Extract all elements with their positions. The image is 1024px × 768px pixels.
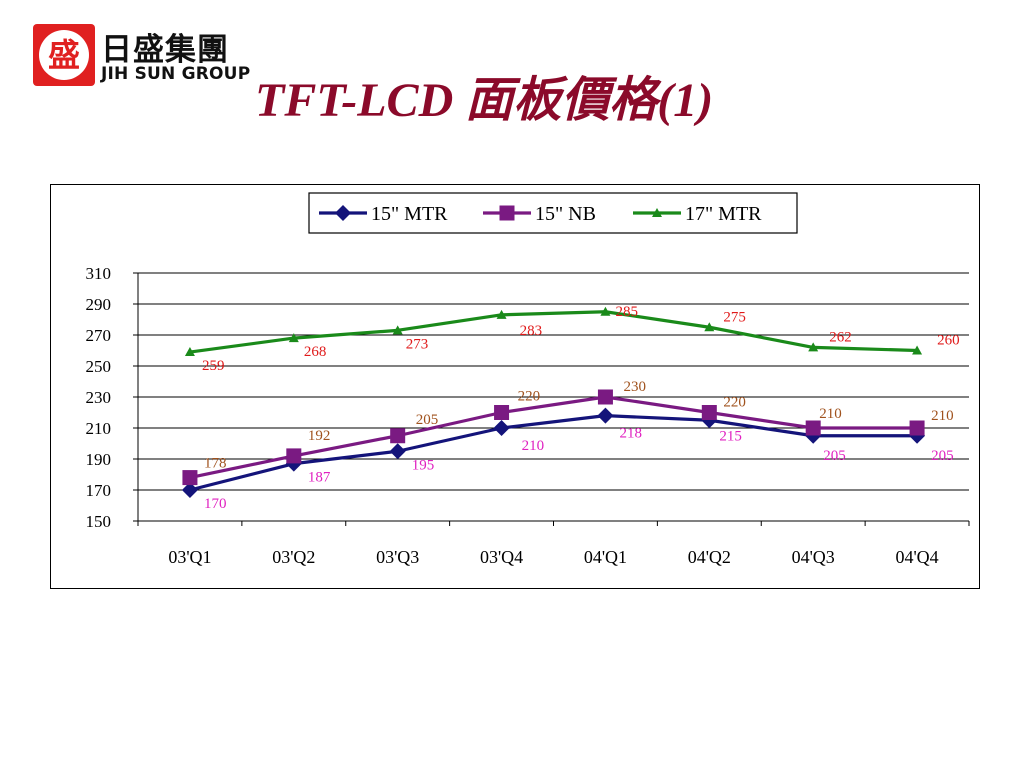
x-tick-label: 03'Q4 [480, 547, 523, 567]
company-logo: 盛 日盛集團 JIH SUN GROUP [33, 24, 263, 90]
data-label: 210 [522, 438, 545, 454]
data-point-marker [808, 342, 819, 352]
data-label: 170 [204, 496, 227, 512]
data-label: 205 [416, 412, 439, 428]
y-tick-label: 310 [86, 264, 112, 283]
logo-seal-icon: 盛 [33, 24, 95, 86]
y-tick-label: 190 [86, 450, 112, 469]
data-label: 220 [723, 395, 746, 411]
data-point-marker [390, 428, 406, 444]
logo-seal-glyph: 盛 [47, 36, 80, 74]
data-label: 273 [406, 336, 429, 352]
legend-label: 15" NB [535, 203, 596, 225]
data-label: 220 [518, 389, 541, 405]
data-label: 230 [623, 379, 646, 395]
x-tick-label: 03'Q3 [376, 547, 419, 567]
data-point-marker [181, 482, 198, 498]
x-tick-label: 04'Q3 [792, 547, 835, 567]
data-label: 210 [819, 406, 842, 422]
data-point-marker [184, 347, 195, 357]
series-line [189, 395, 918, 480]
data-point-marker [909, 420, 925, 436]
data-label: 268 [304, 344, 327, 360]
data-point-marker [182, 470, 198, 486]
data-label: 260 [937, 333, 960, 349]
data-point-marker [389, 443, 406, 460]
data-label: 205 [823, 448, 846, 464]
data-point-marker [912, 345, 923, 355]
y-tick-label: 270 [86, 326, 112, 345]
data-point-marker [704, 322, 715, 332]
x-tick-label: 04'Q2 [688, 547, 731, 567]
data-point-marker [493, 420, 510, 436]
x-tick-label: 03'Q1 [168, 547, 211, 567]
logo-chinese-name: 日盛集團 [101, 32, 229, 68]
legend-label: 15" MTR [371, 203, 448, 225]
legend-box [308, 192, 798, 234]
legend-swatch-marker [652, 208, 662, 217]
page-title: TFT-LCD 面板價格(1) [255, 74, 714, 127]
legend-label: 17" MTR [685, 203, 762, 225]
legend-swatch-marker [499, 205, 515, 221]
data-label: 205 [931, 448, 954, 464]
x-tick-label: 03'Q2 [272, 547, 315, 567]
y-tick-label: 150 [86, 512, 112, 531]
logo-english-name: JIH SUN GROUP [101, 64, 251, 84]
data-point-marker [392, 325, 403, 335]
data-label: 215 [719, 428, 742, 444]
line-chart: 150 170 190 210 230 250 270 290 310 03'Q1 03'Q2 03'… [86, 192, 970, 567]
data-point-marker [496, 309, 507, 319]
data-label: 192 [308, 428, 331, 444]
data-label: 259 [202, 358, 225, 374]
y-tick-label: 230 [86, 388, 112, 407]
data-label: 285 [615, 304, 638, 320]
data-point-marker [597, 389, 613, 405]
data-label: 283 [520, 323, 543, 339]
data-point-marker [600, 306, 611, 316]
data-point-marker [701, 405, 717, 420]
x-tick-label: 04'Q1 [584, 547, 627, 567]
data-label: 178 [204, 456, 227, 472]
chart-frame: 150 170 190 210 230 250 270 290 310 03'Q1 03'Q2 03'… [50, 184, 980, 589]
y-tick-label: 210 [86, 419, 112, 438]
data-label: 195 [412, 457, 435, 473]
data-label: 187 [308, 470, 331, 486]
data-label: 275 [723, 309, 746, 325]
data-point-marker [805, 420, 821, 436]
legend-swatch-marker [335, 205, 351, 221]
y-tick-label: 250 [86, 357, 112, 376]
series-line [189, 310, 918, 354]
y-tick-label: 290 [86, 295, 112, 314]
x-tick-label: 04'Q4 [895, 547, 938, 567]
series-line [189, 414, 918, 492]
data-point-marker [288, 333, 299, 343]
y-tick-label: 170 [86, 481, 112, 500]
data-point-marker [286, 448, 302, 464]
data-point-marker [597, 407, 614, 424]
data-label: 262 [829, 329, 852, 345]
data-label: 218 [619, 426, 642, 442]
data-point-marker [494, 405, 510, 420]
data-label: 210 [931, 408, 954, 424]
